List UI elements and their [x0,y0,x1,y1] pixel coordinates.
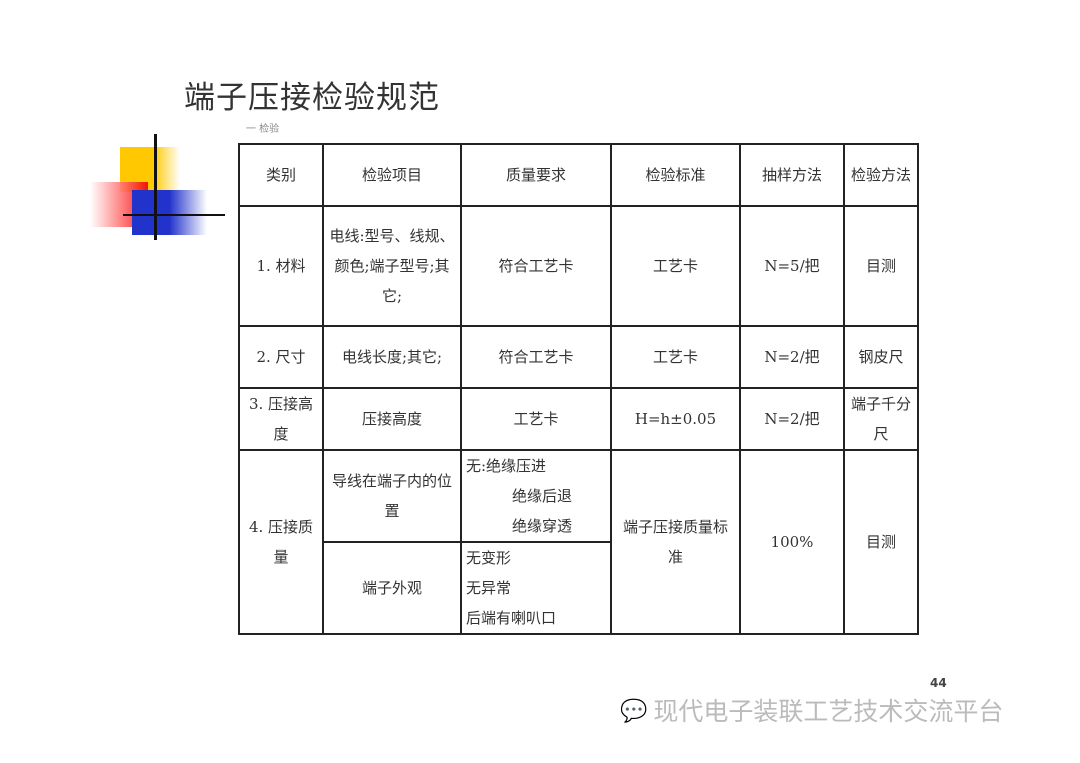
table-row: 2. 尺寸 电线长度;其它; 符合工艺卡 工艺卡 N=2/把 钢皮尺 [238,325,919,389]
cell-method: 目测 [843,449,919,635]
page-number: 44 [930,676,947,690]
cell-item: 导线在端子内的位置 [322,449,462,543]
subtitle-fragment: 一 检验 [246,124,280,135]
cell-method: 端子千分尺 [843,387,919,451]
inspection-table: 类别 检验项目 质量要求 检验标准 抽样方法 检验方法 1. 材料 电线:型号、… [238,143,919,635]
cell-requirement: 符合工艺卡 [460,205,612,327]
cell-method: 钢皮尺 [843,325,919,389]
requirement-line: 无异常 [466,579,512,597]
table-header-row: 类别 检验项目 质量要求 检验标准 抽样方法 检验方法 [238,143,919,207]
cell-requirement: 无变形 无异常 后端有喇叭口 [460,541,612,635]
cell-sampling: N=2/把 [739,325,845,389]
cell-category: 4. 压接质量 [238,449,324,635]
cell-sampling: 100% [739,449,845,635]
decorative-logo [88,130,228,245]
cell-sampling: N=5/把 [739,205,845,327]
cell-category: 3. 压接高度 [238,387,324,451]
table-row: 4. 压接质量 导线在端子内的位置 无:绝缘压进 绝缘后退 绝缘穿透 端子压接质… [238,449,919,635]
cell-item: 压接高度 [322,387,462,451]
cell-item: 电线:型号、线规、颜色;端子型号;其它; [322,205,462,327]
cell-requirement: 无:绝缘压进 绝缘后退 绝缘穿透 [460,449,612,543]
requirement-line: 无:绝缘压进 [466,457,547,475]
header-cell: 抽样方法 [739,143,845,207]
requirement-line: 绝缘穿透 [512,517,573,535]
header-cell: 检验方法 [843,143,919,207]
cell-category: 1. 材料 [238,205,324,327]
requirement-line: 无变形 [466,549,512,567]
cell-standard: 工艺卡 [610,205,741,327]
header-cell: 检验项目 [322,143,462,207]
cell-item: 端子外观 [322,541,462,635]
cell-method: 目测 [843,205,919,327]
cell-item: 电线长度;其它; [322,325,462,389]
watermark-text: 现代电子装联工艺技术交流平台 [653,697,1004,726]
cell-sampling: N=2/把 [739,387,845,451]
page-title: 端子压接检验规范 [184,80,440,116]
requirement-line: 绝缘后退 [512,487,573,505]
header-cell: 类别 [238,143,324,207]
cell-standard: H=h±0.05 [610,387,741,451]
cell-standard: 端子压接质量标准 [610,449,741,635]
cell-requirement: 工艺卡 [460,387,612,451]
watermark: 💬 现代电子装联工艺技术交流平台 [620,697,1003,727]
table-row: 端子外观 无变形 无异常 后端有喇叭口 [239,541,918,635]
cell-requirement: 符合工艺卡 [460,325,612,389]
header-cell: 质量要求 [460,143,612,207]
header-cell: 检验标准 [610,143,741,207]
table-row: 3. 压接高度 压接高度 工艺卡 H=h±0.05 N=2/把 端子千分尺 [238,387,919,451]
cell-standard: 工艺卡 [610,325,741,389]
table-row: 1. 材料 电线:型号、线规、颜色;端子型号;其它; 符合工艺卡 工艺卡 N=5… [238,205,919,327]
wechat-icon: 💬 [620,699,648,724]
cell-category: 2. 尺寸 [238,325,324,389]
requirement-line: 后端有喇叭口 [466,609,557,627]
